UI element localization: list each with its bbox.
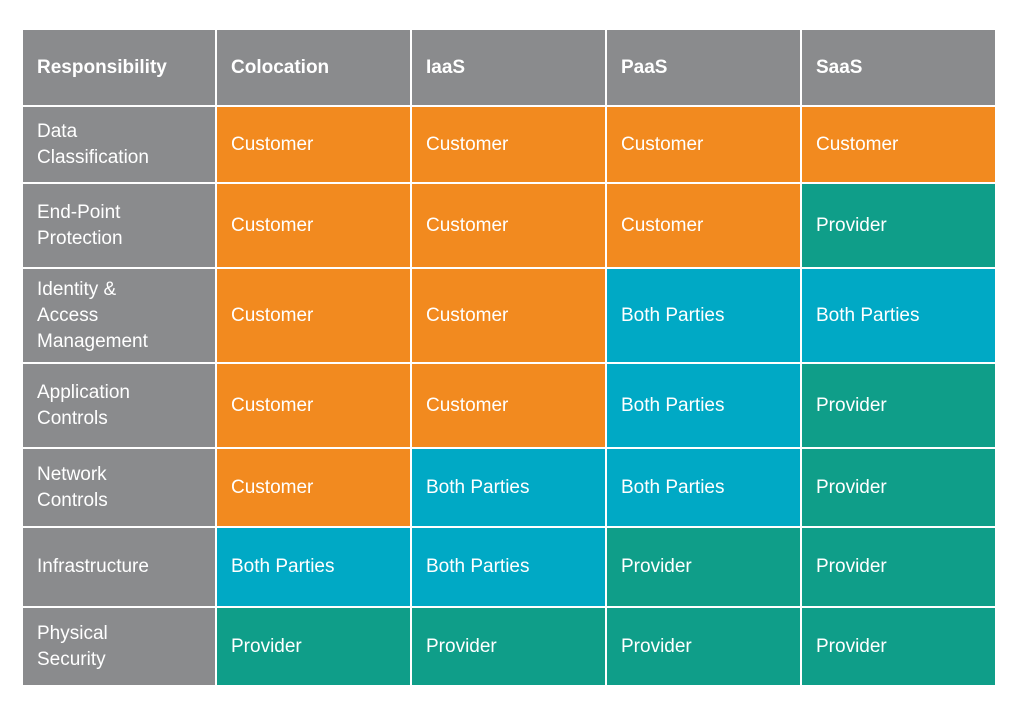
cell-end-point-protection-colocation: Customer xyxy=(217,184,410,267)
cell-data-classification-paas: Customer xyxy=(607,107,800,182)
cell-physical-security-colocation: Provider xyxy=(217,608,410,685)
responsibility-matrix: Responsibility Colocation IaaS PaaS SaaS… xyxy=(23,30,995,685)
cell-network-controls-iaas: Both Parties xyxy=(412,449,605,526)
cell-network-controls-paas: Both Parties xyxy=(607,449,800,526)
row-label-physical-security: Physical Security xyxy=(23,608,215,685)
cell-identity-access-management-saas: Both Parties xyxy=(802,269,995,362)
cell-identity-access-management-colocation: Customer xyxy=(217,269,410,362)
row-label-application-controls: Application Controls xyxy=(23,364,215,447)
cell-data-classification-saas: Customer xyxy=(802,107,995,182)
cell-application-controls-colocation: Customer xyxy=(217,364,410,447)
cell-end-point-protection-iaas: Customer xyxy=(412,184,605,267)
cell-infrastructure-iaas: Both Parties xyxy=(412,528,605,606)
header-iaas: IaaS xyxy=(412,30,605,105)
cell-end-point-protection-paas: Customer xyxy=(607,184,800,267)
cell-physical-security-iaas: Provider xyxy=(412,608,605,685)
row-label-data-classification: Data Classification xyxy=(23,107,215,182)
header-colocation: Colocation xyxy=(217,30,410,105)
cell-infrastructure-paas: Provider xyxy=(607,528,800,606)
cell-application-controls-saas: Provider xyxy=(802,364,995,447)
cell-application-controls-iaas: Customer xyxy=(412,364,605,447)
header-responsibility: Responsibility xyxy=(23,30,215,105)
cell-physical-security-paas: Provider xyxy=(607,608,800,685)
header-paas: PaaS xyxy=(607,30,800,105)
cell-physical-security-saas: Provider xyxy=(802,608,995,685)
cell-data-classification-iaas: Customer xyxy=(412,107,605,182)
cell-application-controls-paas: Both Parties xyxy=(607,364,800,447)
row-label-network-controls: Network Controls xyxy=(23,449,215,526)
row-label-end-point-protection: End-Point Protection xyxy=(23,184,215,267)
cell-network-controls-saas: Provider xyxy=(802,449,995,526)
cell-identity-access-management-paas: Both Parties xyxy=(607,269,800,362)
cell-infrastructure-saas: Provider xyxy=(802,528,995,606)
row-label-identity-access-management: Identity & Access Management xyxy=(23,269,215,362)
row-label-infrastructure: Infrastructure xyxy=(23,528,215,606)
cell-data-classification-colocation: Customer xyxy=(217,107,410,182)
cell-infrastructure-colocation: Both Parties xyxy=(217,528,410,606)
cell-identity-access-management-iaas: Customer xyxy=(412,269,605,362)
cell-end-point-protection-saas: Provider xyxy=(802,184,995,267)
header-saas: SaaS xyxy=(802,30,995,105)
cell-network-controls-colocation: Customer xyxy=(217,449,410,526)
